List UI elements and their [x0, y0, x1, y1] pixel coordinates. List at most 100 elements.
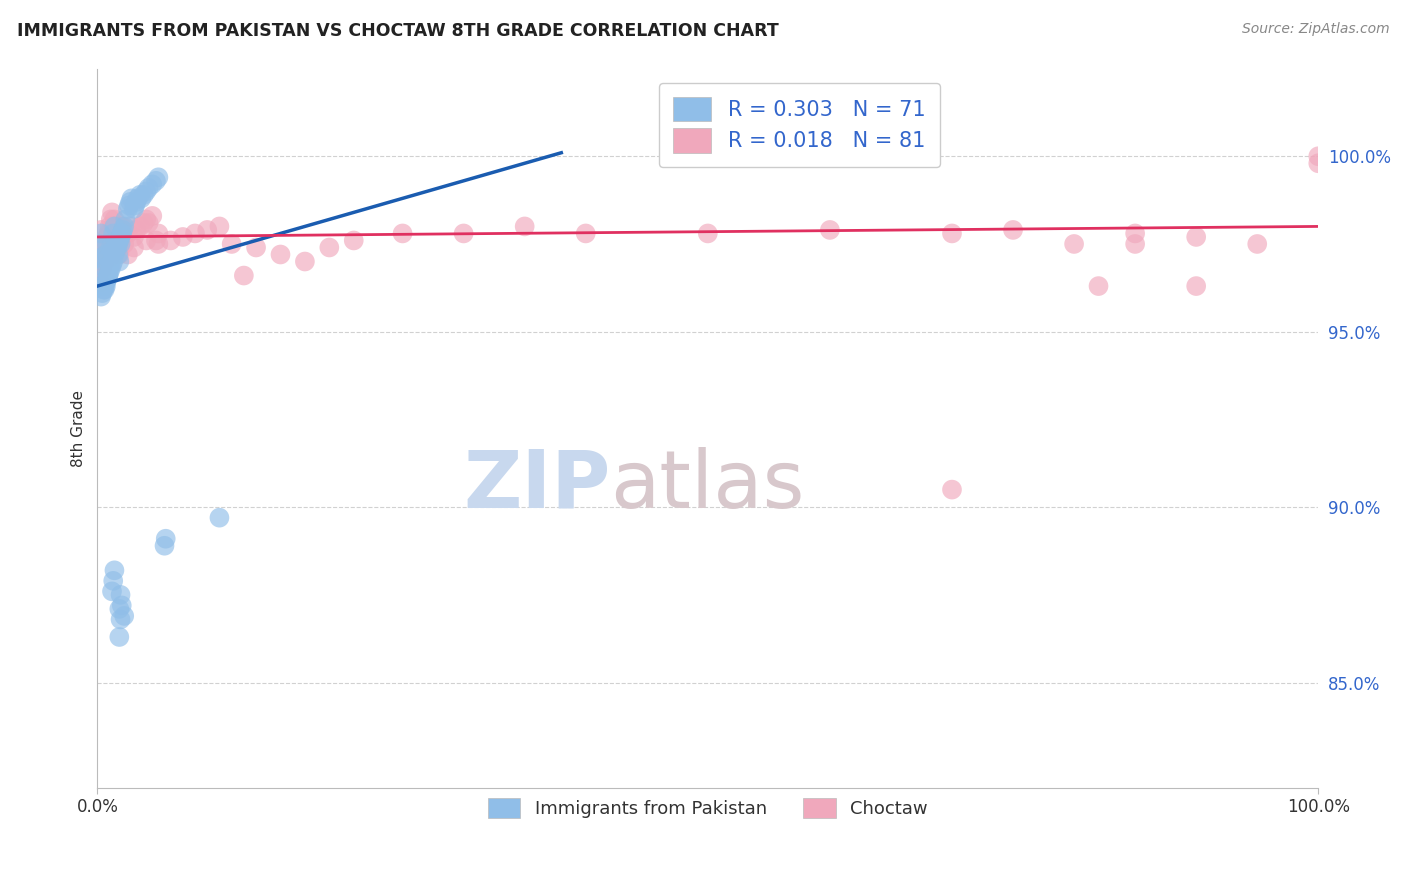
Point: [101, 205, 124, 219]
Point: [1063, 237, 1085, 252]
Point: [172, 230, 194, 244]
Point: [129, 187, 152, 202]
Point: [101, 237, 124, 252]
Point: [101, 584, 124, 599]
Point: [1308, 156, 1330, 170]
Point: [107, 230, 129, 244]
Point: [96, 230, 118, 244]
Point: [1246, 237, 1268, 252]
Point: [112, 219, 135, 234]
Point: [94, 276, 117, 290]
Point: [110, 588, 132, 602]
Point: [94, 279, 117, 293]
Point: [90, 290, 112, 304]
Point: [111, 219, 134, 234]
Point: [117, 247, 139, 261]
Point: [122, 202, 145, 216]
Point: [208, 510, 231, 524]
Point: [294, 254, 316, 268]
Point: [138, 181, 160, 195]
Point: [87, 251, 110, 265]
Point: [124, 198, 146, 212]
Point: [127, 191, 149, 205]
Point: [90, 268, 112, 283]
Point: [184, 227, 207, 241]
Point: [103, 219, 125, 234]
Point: [131, 191, 153, 205]
Point: [117, 202, 139, 216]
Point: [318, 240, 340, 254]
Point: [1123, 227, 1146, 241]
Point: [93, 254, 115, 268]
Point: [221, 237, 243, 252]
Point: [97, 268, 120, 283]
Point: [108, 227, 131, 241]
Point: [105, 237, 128, 252]
Point: [155, 532, 177, 546]
Point: [145, 234, 167, 248]
Point: [110, 612, 132, 626]
Point: [89, 276, 111, 290]
Point: [97, 251, 120, 265]
Point: [98, 258, 121, 272]
Point: [93, 261, 115, 276]
Point: [100, 261, 122, 276]
Point: [98, 251, 121, 265]
Point: [120, 219, 142, 234]
Point: [111, 219, 134, 234]
Point: [108, 234, 131, 248]
Point: [108, 247, 131, 261]
Point: [129, 219, 152, 234]
Point: [93, 247, 115, 261]
Point: [104, 234, 127, 248]
Point: [87, 251, 110, 265]
Point: [104, 227, 127, 241]
Point: [125, 194, 148, 209]
Point: [159, 234, 181, 248]
Point: [107, 247, 129, 261]
Point: [107, 237, 129, 252]
Point: [93, 283, 115, 297]
Point: [103, 219, 125, 234]
Point: [575, 227, 598, 241]
Point: [453, 227, 475, 241]
Point: [94, 240, 117, 254]
Point: [148, 227, 170, 241]
Point: [117, 227, 139, 241]
Point: [111, 599, 134, 613]
Point: [1185, 230, 1208, 244]
Point: [135, 185, 157, 199]
Point: [103, 227, 125, 241]
Point: [100, 234, 122, 248]
Point: [696, 227, 718, 241]
Point: [90, 227, 112, 241]
Point: [98, 219, 121, 234]
Point: [93, 254, 115, 268]
Point: [107, 240, 129, 254]
Point: [89, 237, 111, 252]
Point: [105, 230, 128, 244]
Point: [232, 268, 254, 283]
Point: [132, 187, 155, 202]
Point: [118, 198, 141, 212]
Point: [104, 227, 127, 241]
Point: [135, 212, 157, 227]
Point: [120, 194, 142, 209]
Point: [91, 261, 114, 276]
Point: [94, 247, 117, 261]
Point: [93, 283, 115, 297]
Point: [135, 234, 157, 248]
Point: [103, 247, 125, 261]
Point: [195, 223, 218, 237]
Point: [97, 244, 120, 258]
Point: [110, 223, 132, 237]
Point: [96, 272, 118, 286]
Point: [103, 254, 125, 268]
Legend: Immigrants from Pakistan, Choctaw: Immigrants from Pakistan, Choctaw: [481, 790, 935, 826]
Point: [91, 272, 114, 286]
Point: [96, 237, 118, 252]
Point: [101, 258, 124, 272]
Point: [145, 174, 167, 188]
Point: [93, 247, 115, 261]
Point: [108, 630, 131, 644]
